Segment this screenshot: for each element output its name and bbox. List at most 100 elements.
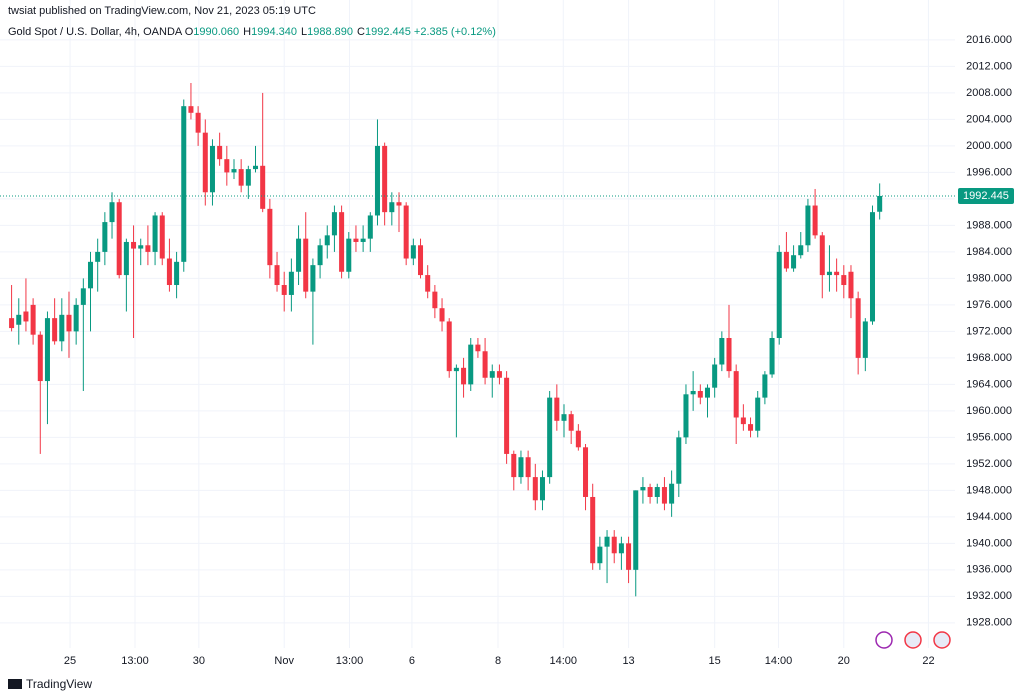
candle-body — [525, 457, 531, 478]
candle-body — [274, 265, 280, 286]
candle-body — [80, 288, 86, 305]
x-tick-label: 25 — [64, 655, 76, 667]
candle-body — [819, 235, 825, 276]
candle-body — [762, 374, 768, 398]
candle-body — [783, 251, 789, 269]
candle-body — [769, 338, 775, 375]
candle-body — [195, 112, 201, 133]
candle-body — [109, 202, 115, 223]
candle-body — [102, 222, 108, 252]
change: +2.385 (+0.12%) — [413, 26, 496, 38]
candle-body — [611, 536, 617, 554]
candle-body — [518, 457, 524, 478]
candle-body — [30, 304, 36, 335]
candle-body — [202, 132, 208, 193]
candle-body — [346, 238, 352, 272]
candle-body — [224, 159, 230, 173]
logo: TradingView — [26, 677, 92, 691]
candle-body — [547, 397, 553, 478]
x-tick-label: 22 — [922, 655, 934, 667]
candle-body — [468, 344, 474, 385]
candle-body — [116, 202, 122, 276]
candle-body — [504, 377, 510, 454]
candle-body — [303, 238, 309, 292]
candle-body — [740, 417, 746, 425]
candle-body — [633, 490, 639, 570]
candle-body — [597, 546, 603, 564]
candle-body — [188, 106, 194, 113]
event-icon[interactable] — [875, 631, 893, 649]
candle-body — [87, 261, 94, 289]
candle-body — [482, 351, 488, 378]
candle-body — [496, 371, 502, 378]
candle-body — [439, 308, 445, 322]
ohlc-key: O — [184, 26, 194, 38]
y-tick-label: 2012.000 — [966, 60, 1012, 72]
candle-body — [869, 212, 876, 322]
y-tick-label: 2008.000 — [966, 87, 1012, 99]
y-tick-label: 1976.000 — [966, 299, 1012, 311]
ohlc-value: 1988.890 — [307, 26, 354, 38]
x-tick-label: Nov — [274, 655, 294, 667]
y-tick-label: 1948.000 — [966, 484, 1012, 496]
candle-body — [331, 212, 337, 236]
x-tick-label: 14:00 — [765, 655, 793, 667]
last-price-label: 1992.445 — [963, 190, 1009, 202]
candle-body — [834, 271, 840, 276]
y-tick-label: 1940.000 — [966, 537, 1012, 549]
candle-body — [683, 394, 689, 438]
candle-body — [37, 334, 43, 382]
y-tick-label: 1964.000 — [966, 378, 1012, 390]
candle-body — [123, 241, 129, 276]
candle-body — [9, 318, 15, 329]
candle-body — [575, 430, 581, 448]
candle-body — [245, 169, 251, 186]
candle-body — [475, 344, 481, 352]
y-tick-label: 1956.000 — [966, 431, 1012, 443]
candle-body — [489, 371, 495, 378]
candle-body — [554, 397, 560, 421]
candle-body — [697, 390, 703, 398]
ohlc: O1990.060 H1994.340 L1988.890 C1992.445 — [185, 26, 411, 38]
y-tick-label: 1980.000 — [966, 272, 1012, 284]
candle-body — [296, 238, 302, 272]
candle-body — [44, 318, 50, 382]
event-icon[interactable] — [933, 631, 951, 649]
y-tick-label: 1944.000 — [966, 511, 1012, 523]
ohlc-key: H — [243, 26, 252, 38]
candle-body — [73, 304, 79, 332]
candle-body — [166, 258, 172, 286]
symbol-line: Gold Spot / U.S. Dollar, 4h, OANDA O1990… — [8, 26, 496, 38]
x-tick-label: 13 — [622, 655, 634, 667]
candle-body — [231, 169, 237, 173]
candle-body — [661, 487, 667, 504]
y-tick-label: 1972.000 — [966, 325, 1012, 337]
candle-body — [719, 338, 725, 365]
candle-body — [453, 367, 459, 372]
candle-body — [826, 271, 832, 276]
candle-body — [209, 145, 215, 193]
last-price-tag — [958, 187, 1014, 204]
candle-body — [425, 275, 431, 292]
y-tick-label: 1932.000 — [966, 590, 1012, 602]
candle-body — [95, 251, 101, 262]
candle-body — [626, 543, 632, 570]
ohlc-value: 1994.340 — [251, 26, 297, 38]
candle-body — [776, 251, 782, 339]
candle-body — [733, 371, 739, 418]
candle-body — [360, 238, 366, 242]
candle-body — [446, 321, 452, 372]
candle-body — [805, 205, 811, 246]
candle-body — [647, 487, 653, 497]
candle-body — [798, 245, 804, 256]
candle-body — [52, 318, 58, 342]
candle-body — [748, 424, 754, 431]
candle-body — [238, 169, 244, 186]
candle-body — [382, 145, 388, 213]
candle-body — [159, 215, 165, 259]
header: twsiat published on TradingView.com, Nov… — [8, 2, 496, 38]
event-icon[interactable] — [904, 631, 922, 649]
candle-body — [367, 215, 373, 239]
candle-body — [862, 321, 868, 358]
